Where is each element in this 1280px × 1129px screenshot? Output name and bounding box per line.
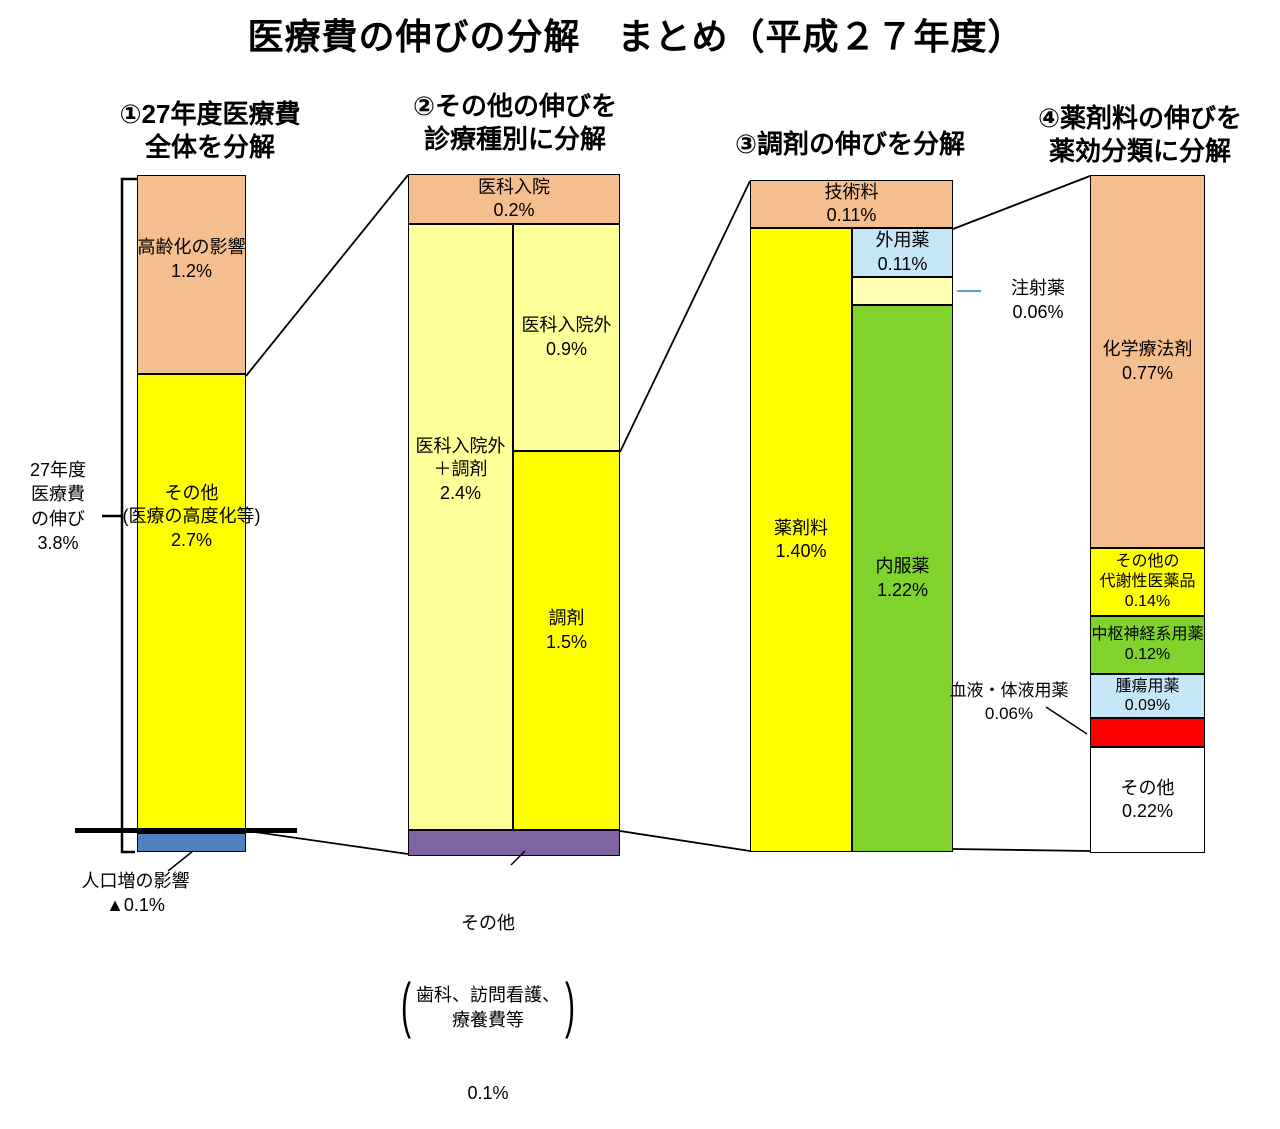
chart2-segment-other [408, 830, 620, 856]
chart4-segment-metabolic: その他の 代謝性医薬品 0.14% [1090, 548, 1205, 616]
chart2-footnote: その他 ( 歯科、訪問看護、 療養費等 ) 0.1% [378, 862, 598, 1129]
canvas: { "title": "医療費の伸びの分解 まとめ（平成２７年度）", "hea… [29, 16, 1242, 1103]
link-chart2-bottom-to-chart3 [619, 830, 751, 852]
chart1-segment-aging: 高齢化の影響 1.2% [137, 175, 246, 374]
chart3-segment-drug-fee: 薬剤料 1.40% [750, 228, 852, 852]
chart3-injection-label: 注射薬 0.06% [1011, 278, 1065, 323]
chart4-segment-chemotherapy: 化学療法剤 0.77% [1090, 175, 1205, 548]
section-header-4: ④薬剤料の伸びを 薬効分類に分解 [1037, 103, 1242, 166]
chart4-segment-others: その他 0.22% [1090, 747, 1205, 853]
chart4-segment-cns: 中枢神経系用薬 0.12% [1090, 616, 1205, 674]
chart2-footnote-title: その他 [461, 912, 515, 933]
population-callout-line [167, 850, 194, 872]
link-chart3-top-to-chart4 [952, 175, 1091, 230]
chart2-segment-dispensing: 調剤 1.5% [513, 451, 620, 830]
chart2-segment-outpatient-dispensing: 医科入院外 ＋調剤 2.4% [408, 224, 513, 830]
chart4-segment-blood [1090, 718, 1205, 747]
section-header-2: ②その他の伸びを 診療種別に分解 [412, 91, 617, 154]
chart4-blood-label: 血液・体液用薬 0.06% [949, 681, 1069, 723]
chart1-segment-other: その他 (医療の高度化等) 2.7% [123, 374, 261, 830]
chart1-total-label: 27年度 医療費 の伸び 3.8% [29, 460, 87, 553]
chart3-segment-technical-fee: 技術料 0.11% [750, 180, 953, 228]
chart1-population-label: 人口増の影響 ▲0.1% [81, 871, 190, 916]
chart3-segment-internal-drug: 内服薬 1.22% [852, 305, 953, 852]
chart3-segment-injection-drug [852, 277, 953, 305]
link-chart1-top-to-chart2 [245, 174, 409, 377]
chart2-footnote-value: 0.1% [467, 1082, 509, 1103]
section-header-3: ③調剤の伸びを分解 [734, 129, 965, 159]
section-header-1: ①27年度医療費 全体を分解 [119, 99, 301, 162]
page-title: 医療費の伸びの分解 まとめ（平成２７年度） [247, 16, 1025, 57]
chart3-segment-external-drug: 外用薬 0.11% [852, 228, 953, 277]
chart2-footnote-content: 歯科、訪問看護、 療養費等 [416, 985, 560, 1030]
link-chart2-top-to-chart3 [619, 180, 751, 453]
chart1-segment-population [137, 833, 246, 852]
footnote-paren-open: ( [401, 972, 411, 1041]
chart4-segment-tumor: 腫瘍用薬 0.09% [1090, 674, 1205, 718]
link-chart3-bottom-to-chart4 [952, 848, 1091, 852]
footnote-paren-close: ) [565, 972, 575, 1041]
chart1-zero-baseline [75, 828, 297, 833]
chart2-segment-inpatient: 医科入院 0.2% [408, 174, 620, 224]
chart2-segment-outpatient: 医科入院外 0.9% [513, 224, 620, 451]
link-chart1-bottom-to-chart2 [247, 830, 409, 855]
